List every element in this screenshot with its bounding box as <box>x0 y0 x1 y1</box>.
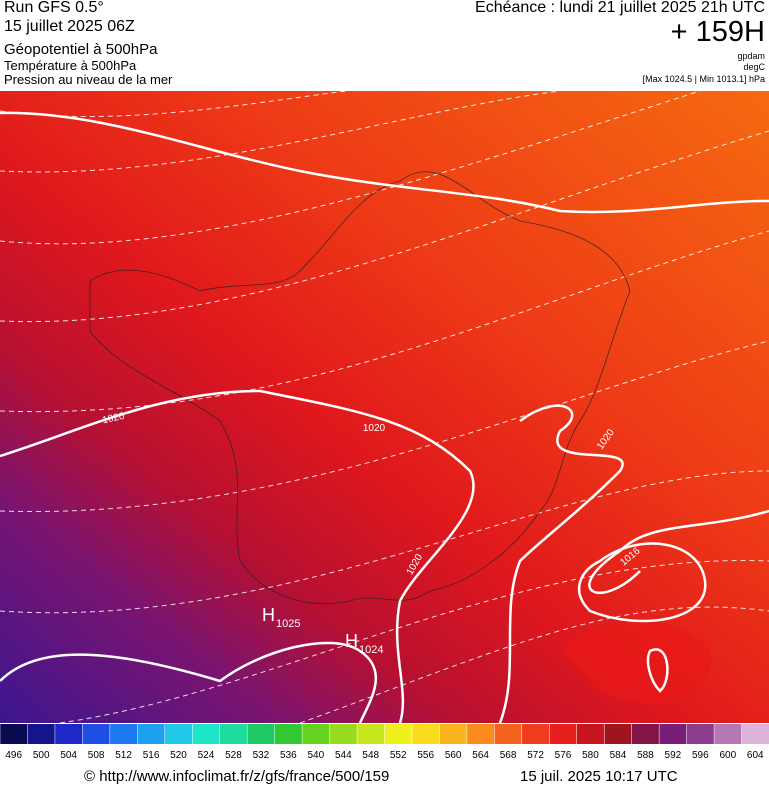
colorbar-label: 584 <box>610 750 627 761</box>
colorbar-swatch <box>164 724 193 744</box>
field-label: Géopotentiel à 500hPa <box>4 41 158 58</box>
lead-time: + 159H <box>670 16 765 48</box>
high-pressure: 1025 <box>276 618 300 630</box>
colorbar-swatch <box>631 724 660 744</box>
colorbar-swatch <box>521 724 550 744</box>
colorbar-swatch <box>274 724 303 744</box>
colorbar-swatch <box>549 724 578 744</box>
colorbar-swatch <box>82 724 111 744</box>
colorbar-label: 572 <box>527 750 544 761</box>
isobar-label: 1020 <box>363 423 386 434</box>
colorbar-label: 516 <box>143 750 160 761</box>
colorbar-swatch <box>659 724 688 744</box>
colorbar-label: 576 <box>555 750 572 761</box>
colorbar-swatch <box>741 724 769 744</box>
temperature-field <box>560 621 712 704</box>
colorbar-swatch <box>219 724 248 744</box>
isobars <box>0 111 769 723</box>
colorbar-swatch <box>604 724 633 744</box>
colorbar-swatch <box>247 724 276 744</box>
run-label: Run GFS 0.5° <box>4 0 104 16</box>
colorbar-label: 528 <box>225 750 242 761</box>
field-label: Température à 500hPa <box>4 58 137 73</box>
unit-label: gpdam <box>737 51 765 61</box>
colorbar-swatch <box>27 724 56 744</box>
colorbar-label: 568 <box>500 750 517 761</box>
colorbar-label: 532 <box>253 750 270 761</box>
colorbar-label: 508 <box>88 750 105 761</box>
colorbar-swatch <box>329 724 358 744</box>
colorbar-label: 524 <box>198 750 215 761</box>
colorbar-label: 560 <box>445 750 462 761</box>
colorbar-label: 500 <box>33 750 50 761</box>
colorbar-label: 580 <box>582 750 599 761</box>
colorbar-label: 596 <box>692 750 709 761</box>
valid-time: Echéance : lundi 21 juillet 2025 21h UTC <box>475 0 765 16</box>
colorbar-label: 548 <box>362 750 379 761</box>
colorbar-label: 540 <box>307 750 324 761</box>
colorbar-label: 544 <box>335 750 352 761</box>
colorbar-swatch <box>466 724 495 744</box>
colorbar-swatch <box>714 724 743 744</box>
colorbar-swatch <box>576 724 605 744</box>
colorbar-label: 496 <box>5 750 22 761</box>
colorbar-swatch <box>494 724 523 744</box>
colorbar: 496 500 504 508 512 516 520 524 528 532 536 540 544 5… <box>0 724 769 761</box>
colorbar-label: 512 <box>115 750 132 761</box>
colorbar-label: 520 <box>170 750 187 761</box>
field-label: Pression au niveau de la mer <box>4 72 173 87</box>
unit-label: degC <box>743 62 765 72</box>
colorbar-label: 556 <box>417 750 434 761</box>
colorbar-swatch <box>0 724 28 744</box>
colorbar-swatch <box>109 724 138 744</box>
colorbar-label: 588 <box>637 750 654 761</box>
colorbar-swatch <box>54 724 83 744</box>
high-symbol: H <box>345 631 358 651</box>
timestamp: 15 juil. 2025 10:17 UTC <box>520 768 678 785</box>
colorbar-swatch <box>357 724 385 744</box>
geopotential-lines <box>0 91 769 723</box>
colorbar-swatch <box>302 724 331 744</box>
colorbar-label: 536 <box>280 750 297 761</box>
colorbar-label: 592 <box>665 750 682 761</box>
colorbar-swatch <box>686 724 715 744</box>
colorbar-label: 504 <box>60 750 77 761</box>
run-date: 15 juillet 2025 06Z <box>4 18 135 35</box>
colorbar-swatch <box>384 724 413 744</box>
isobar-label: 1020 <box>101 411 125 426</box>
colorbar-swatch <box>192 724 221 744</box>
source-url: © http://www.infoclimat.fr/z/gfs/france/… <box>84 768 390 785</box>
colorbar-label: 552 <box>390 750 407 761</box>
high-symbol: H <box>262 605 275 625</box>
high-pressure: 1024 <box>359 644 383 656</box>
colorbar-label: 564 <box>472 750 489 761</box>
coastlines <box>89 171 631 604</box>
colorbar-swatch <box>439 724 468 744</box>
colorbar-label: 604 <box>747 750 764 761</box>
colorbar-label: 600 <box>719 750 736 761</box>
colorbar-swatch <box>137 724 166 744</box>
colorbar-swatch <box>411 724 440 744</box>
range-label: [Max 1024.5 | Min 1013.1] hPa <box>642 74 765 84</box>
